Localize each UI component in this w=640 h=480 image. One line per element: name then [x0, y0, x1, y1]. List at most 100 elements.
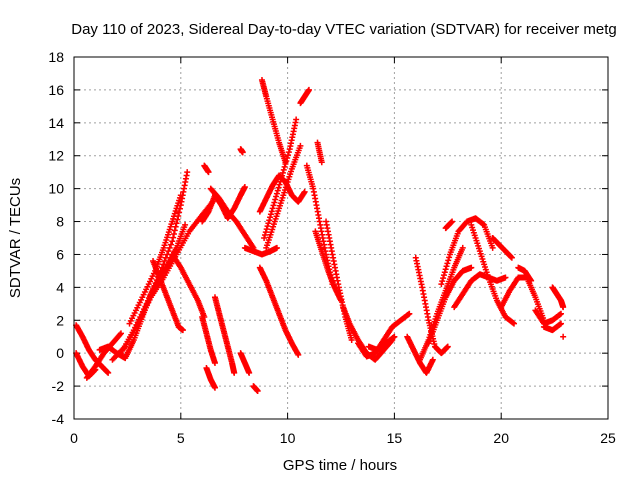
x-tick-label: 25 [600, 430, 616, 446]
data-point [173, 220, 180, 227]
x-tick-label: 0 [70, 430, 78, 446]
data-point [172, 223, 179, 230]
data-point [444, 343, 451, 350]
data-point [267, 214, 274, 221]
grid-lines [74, 57, 608, 419]
y-axis-label: SDTVAR / TECUs [7, 178, 24, 298]
data-point [170, 234, 177, 241]
x-axis-label: GPS time / hours [283, 457, 397, 474]
data-point [167, 241, 174, 248]
series-arc-p [237, 350, 253, 376]
data-point [177, 192, 184, 199]
series-arc-q [237, 146, 246, 156]
data-point [268, 208, 275, 215]
y-tick-label: 16 [48, 82, 64, 98]
data-point [511, 320, 518, 327]
data-point [282, 160, 289, 167]
data-point [241, 183, 248, 190]
x-tick-label: 5 [177, 430, 185, 446]
data-point [169, 238, 176, 245]
series-arc-ao [489, 235, 515, 261]
series-arc-g [126, 192, 184, 327]
data-point [444, 260, 451, 267]
y-tick-label: 2 [56, 312, 64, 328]
data-point [273, 190, 280, 197]
data-point [231, 369, 238, 376]
series-arc-as [540, 320, 565, 334]
series-arc-i [169, 251, 208, 320]
y-tick-label: 12 [48, 148, 64, 164]
data-point [442, 266, 449, 273]
data-point [265, 220, 272, 227]
series-arc-o [211, 294, 238, 376]
data-point [406, 310, 413, 317]
series-arc-au [560, 333, 567, 340]
x-tick-labels: 0 5 10 15 20 25 [70, 430, 616, 446]
data-point [305, 86, 312, 93]
series-arc-j [199, 313, 218, 367]
data-point [161, 258, 168, 265]
data-point [261, 235, 268, 241]
series-arc-aq [515, 264, 535, 284]
data-point [166, 244, 173, 251]
data-point [277, 178, 284, 185]
data-point [429, 356, 436, 363]
y-tick-label: 14 [48, 115, 64, 131]
data-point [267, 211, 274, 218]
data-point [285, 152, 292, 159]
data-point [211, 384, 218, 391]
data-point [266, 217, 273, 224]
data-point [279, 172, 286, 179]
series-arc-aj [425, 264, 475, 347]
x-tick-label: 10 [280, 430, 296, 446]
data-point [297, 142, 304, 149]
data-point [264, 223, 271, 230]
data-point [270, 202, 277, 209]
data-point [271, 199, 278, 206]
y-tick-labels: -4 -2 0 2 4 6 8 10 12 14 16 18 [48, 49, 64, 427]
data-point [273, 244, 280, 251]
series-arc-x [263, 142, 304, 251]
data-point [293, 116, 300, 123]
plot-frame [73, 56, 609, 420]
y-tick-label: 10 [48, 181, 64, 197]
x-tick-label: 15 [387, 430, 403, 446]
data-point [254, 388, 261, 395]
data-point [184, 169, 191, 176]
series-arc-n [203, 364, 218, 391]
data-point [171, 227, 178, 234]
y-tick-label: 18 [48, 49, 64, 65]
data-point [170, 231, 177, 238]
series-arc-ag [404, 333, 436, 376]
data-point [443, 263, 450, 270]
data-point [283, 157, 290, 164]
data-point [117, 330, 124, 337]
data-point [275, 184, 282, 191]
data-point [489, 244, 496, 251]
data-point [246, 369, 253, 376]
y-tick-label: 8 [56, 214, 64, 230]
data-point [295, 351, 302, 358]
data-point [162, 254, 169, 261]
data-point [439, 278, 446, 285]
data-point [508, 254, 515, 261]
data-point [459, 244, 466, 251]
data-point [560, 304, 567, 311]
data-point [182, 221, 189, 228]
data-points [73, 77, 567, 395]
data-point [558, 320, 565, 327]
data-point [468, 264, 475, 271]
data-point [278, 175, 285, 182]
series-arc-ab [314, 139, 325, 166]
series-arc-ar [532, 307, 565, 327]
data-point [301, 188, 308, 195]
series-arc-al [442, 218, 456, 232]
data-point [449, 218, 456, 225]
data-point [262, 229, 269, 236]
data-point [274, 187, 281, 194]
data-point [285, 149, 292, 156]
series-arc-c [83, 330, 124, 381]
data-point [438, 281, 445, 288]
data-point [105, 369, 112, 376]
